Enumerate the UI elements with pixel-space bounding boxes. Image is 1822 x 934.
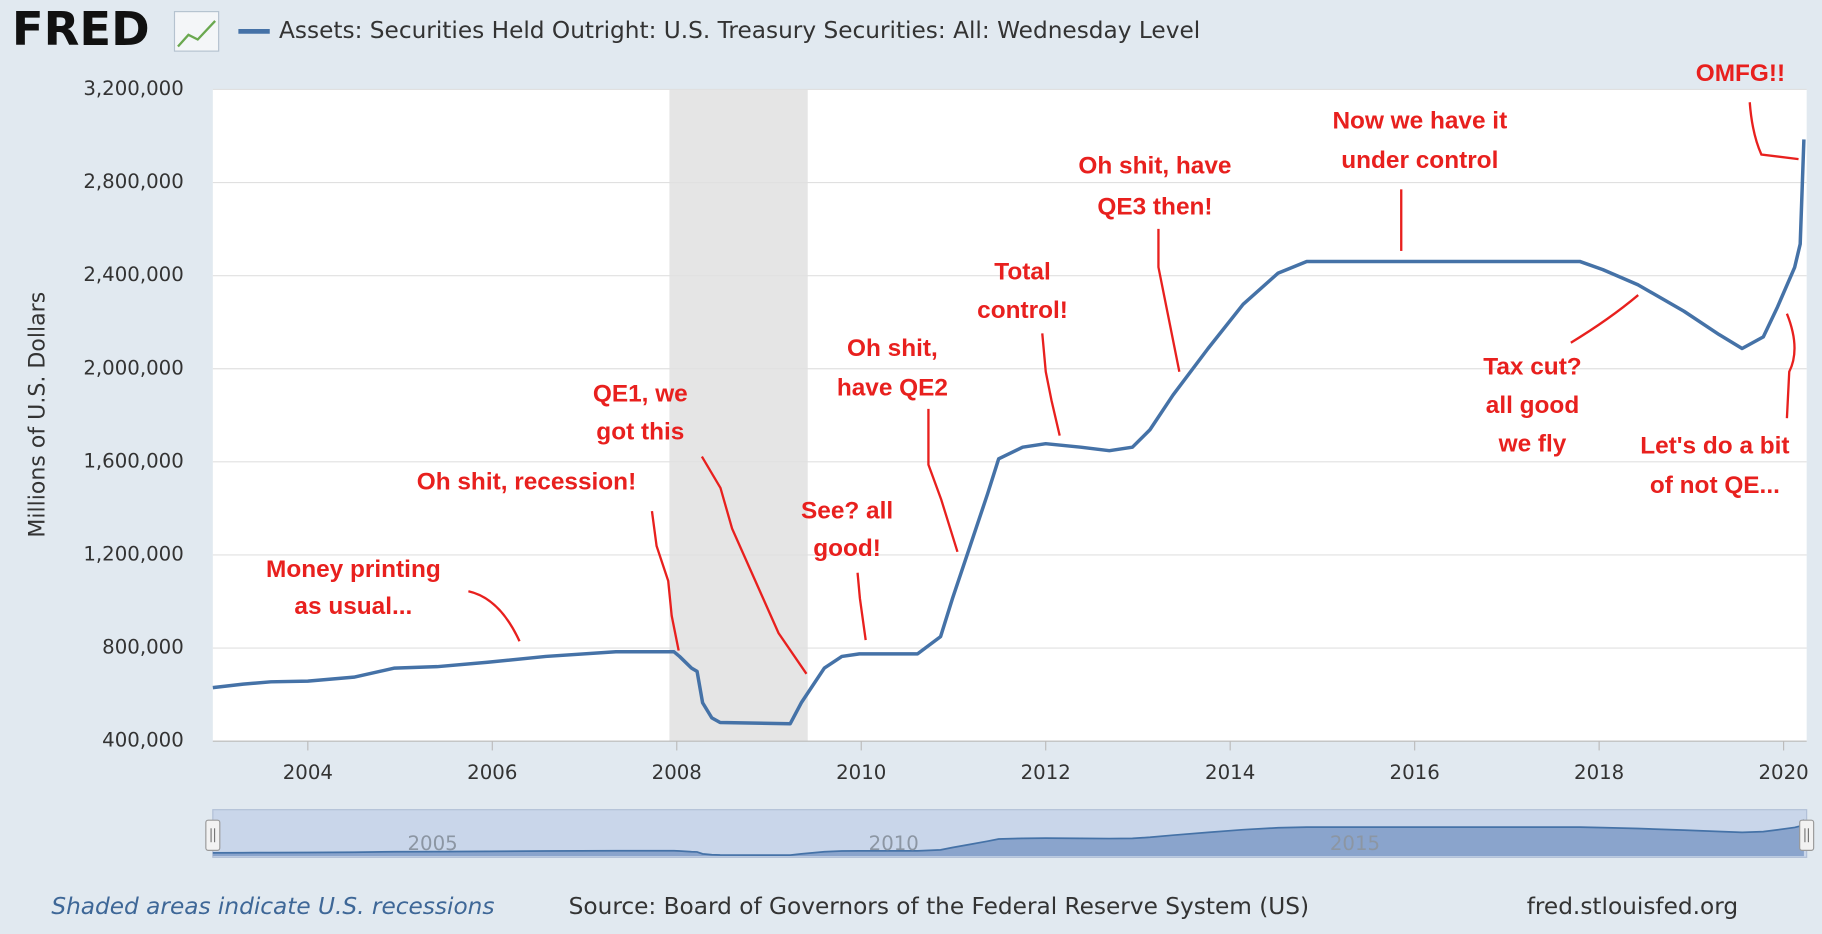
x-tick-label: 2012	[1021, 761, 1071, 784]
logo: FRED	[12, 2, 150, 56]
annotation: Oh shit, recession!	[417, 469, 636, 496]
plot: 400,000 800,000 1,200,000 1,600,000 2,000,00…	[83, 60, 1808, 784]
series-line	[212, 139, 1806, 726]
annotation: OMFG!!	[1696, 60, 1785, 87]
annotation-stroke	[1748, 102, 1799, 161]
annotation-strokes	[468, 102, 1799, 675]
y-tick-label: 400,000	[102, 729, 184, 752]
annotation: Let's do a bit	[1640, 433, 1789, 460]
annotation: have QE2	[837, 375, 948, 402]
navigator-tick-label: 2005	[407, 832, 457, 855]
annotation: Total	[994, 258, 1050, 285]
annotation: under control	[1341, 147, 1498, 174]
annotation: QE1, we	[593, 380, 688, 407]
annotation-stroke	[1041, 333, 1061, 436]
x-tick-label: 2020	[1758, 761, 1808, 784]
annotation: of not QE...	[1650, 472, 1780, 499]
navigator-line	[212, 819, 1805, 856]
recession-shade	[669, 89, 808, 742]
y-tick-label: 1,600,000	[83, 449, 183, 472]
logo-icon	[173, 11, 220, 52]
annotation: Tax cut?	[1483, 354, 1581, 381]
legend-label: Assets: Securities Held Outright: U.S. T…	[279, 17, 1200, 44]
y-tick-label: 3,200,000	[83, 77, 183, 100]
navigator-area	[212, 819, 1804, 857]
y-tick-label: 2,400,000	[83, 263, 183, 286]
x-tick-label: 2014	[1205, 761, 1255, 784]
annotation: Oh shit,	[847, 335, 938, 362]
annotation-stroke	[927, 408, 959, 553]
annotation: See? all	[801, 498, 893, 525]
annotation-stroke	[1157, 228, 1181, 372]
y-tick-label: 1,200,000	[83, 542, 183, 565]
annotation-stroke	[856, 572, 867, 641]
y-axis-label: Millions of U.S. Dollars	[26, 292, 51, 538]
footer-site[interactable]: fred.stlouisfed.org	[1527, 893, 1738, 920]
annotation: we fly	[1498, 430, 1567, 457]
x-tick-label: 2010	[836, 761, 886, 784]
annotation-stroke	[700, 455, 808, 675]
annotation: QE3 then!	[1097, 193, 1212, 220]
annotation: Now we have it	[1332, 107, 1507, 134]
navigator: 2005 2010 2015	[205, 809, 1815, 858]
footer-note[interactable]: Shaded areas indicate U.S. recessions	[51, 893, 494, 920]
plot-area	[212, 89, 1807, 742]
y-tick-label: 800,000	[102, 636, 184, 659]
annotation-stroke	[468, 590, 521, 642]
x-tick-label: 2008	[652, 761, 702, 784]
annotation: as usual...	[294, 593, 412, 620]
navigator-handle[interactable]	[205, 819, 221, 851]
annotation: good!	[813, 535, 881, 562]
logo-icon-line	[177, 20, 216, 48]
annotation: all good	[1486, 392, 1579, 419]
x-tick-label: 2004	[283, 761, 333, 784]
footer-source: Source: Board of Governors of the Federa…	[569, 893, 1309, 920]
annotation: control!	[977, 297, 1068, 324]
y-tick-label: 2,000,000	[83, 356, 183, 379]
navigator-handle[interactable]	[1799, 819, 1815, 851]
annotation-stroke	[1570, 294, 1639, 344]
x-tick-label: 2006	[467, 761, 517, 784]
annotation-stroke	[650, 510, 680, 651]
annotation-stroke	[1785, 313, 1796, 419]
annotation: Money printing	[266, 556, 441, 583]
navigator-tick-label: 2010	[869, 832, 919, 855]
y-tick-label: 2,800,000	[83, 170, 183, 193]
x-tick-label: 2018	[1574, 761, 1624, 784]
annotation: got this	[596, 419, 684, 446]
x-tick-label: 2016	[1390, 761, 1440, 784]
annotation: Oh shit, have	[1078, 153, 1231, 180]
navigator-tick-label: 2015	[1330, 832, 1380, 855]
